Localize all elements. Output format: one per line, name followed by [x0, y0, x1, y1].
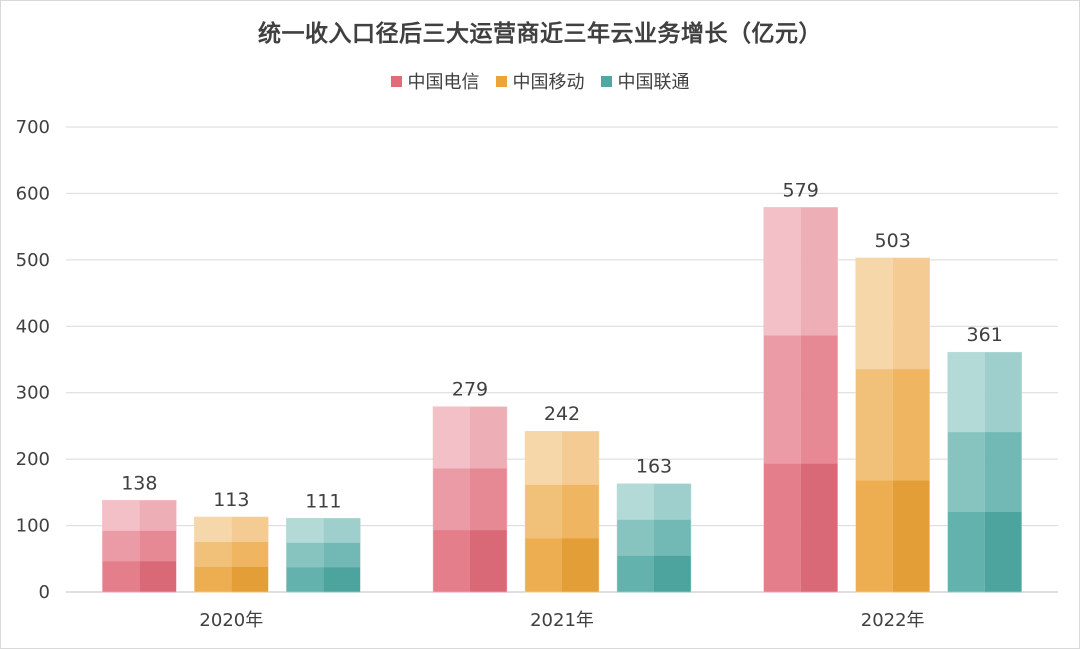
bar	[855, 257, 930, 593]
data-label: 579	[783, 179, 819, 201]
bar-segment	[323, 567, 361, 593]
legend-swatch-unicom	[600, 75, 612, 87]
legend-label-telecom: 中国电信	[407, 72, 480, 93]
bar-segment	[102, 530, 140, 562]
bar-segment	[433, 406, 470, 469]
bar-segment	[286, 542, 324, 568]
bar	[432, 406, 508, 593]
bar-segment	[139, 530, 177, 562]
x-tick-label: 2020年	[199, 610, 263, 631]
bar-segment	[433, 468, 470, 531]
bar-segment	[763, 463, 801, 593]
bar	[286, 518, 361, 593]
bar-segment	[525, 484, 562, 539]
bar-segment	[984, 512, 1022, 593]
legend-item-unicom: 中国联通	[600, 68, 690, 94]
y-tick-label: 100	[16, 516, 50, 537]
bar-segment	[800, 463, 838, 593]
legend-swatch-telecom	[390, 75, 402, 87]
legend-swatch-mobile	[495, 75, 507, 87]
bar-segment	[855, 480, 893, 593]
bar-segment	[800, 207, 838, 337]
bar-segment	[947, 512, 985, 593]
bar-segment	[654, 555, 691, 593]
data-label: 163	[636, 456, 672, 478]
bar	[524, 430, 600, 593]
bar-segment	[525, 538, 562, 593]
data-label: 111	[305, 490, 341, 512]
bar-segment	[139, 500, 177, 532]
y-tick-label: 700	[16, 117, 50, 138]
x-tick-label: 2022年	[861, 610, 925, 631]
bar-segment	[617, 555, 654, 593]
bar-segment	[323, 542, 361, 568]
chart-title: 统一收入口径后三大运营商近三年云业务增长（亿元）	[258, 21, 822, 47]
legend-item-mobile: 中国移动	[495, 68, 585, 94]
bar-segment	[763, 207, 801, 337]
bar-segment	[433, 530, 470, 593]
bar	[194, 516, 269, 593]
bar-segment	[323, 518, 361, 544]
bar-segment	[562, 538, 599, 593]
x-tick-label: 2021年	[530, 610, 594, 631]
bar-segment	[525, 431, 562, 486]
bar-segment	[286, 518, 324, 544]
y-tick-label: 600	[16, 183, 50, 204]
bar-segment	[654, 519, 691, 557]
bar-segment	[470, 468, 507, 531]
bar-segment	[947, 432, 985, 513]
bar-segment	[654, 483, 691, 521]
legend-label-mobile: 中国移动	[512, 72, 585, 93]
bar-segment	[617, 519, 654, 557]
bar-segment	[855, 257, 893, 370]
bar-segment	[617, 483, 654, 521]
bar-segment	[984, 352, 1022, 433]
bar-segment	[102, 500, 140, 532]
bar-segment	[800, 335, 838, 465]
bar-segment	[286, 567, 324, 593]
y-tick-label: 400	[16, 316, 50, 337]
bar-segment	[763, 335, 801, 465]
data-label: 503	[875, 230, 911, 252]
y-tick-label: 500	[16, 250, 50, 271]
bar-segment	[194, 541, 232, 568]
y-tick-label: 300	[16, 383, 50, 404]
bar-segment	[855, 369, 893, 482]
data-label: 113	[213, 489, 249, 511]
bar-segment	[139, 561, 177, 593]
bar-segment	[231, 541, 269, 568]
bar-segment	[231, 566, 269, 593]
bar	[616, 483, 692, 593]
data-label: 242	[544, 403, 580, 425]
bar	[102, 500, 177, 593]
bar-segment	[892, 257, 930, 370]
bar-segment	[102, 561, 140, 593]
legend: 中国电信 中国移动 中国联通	[0, 68, 1080, 94]
data-label: 138	[121, 472, 157, 494]
y-tick-label: 0	[39, 582, 50, 603]
bar-segment	[892, 369, 930, 482]
bar-segment	[947, 352, 985, 433]
bar	[947, 351, 1022, 593]
data-label: 279	[452, 379, 488, 401]
legend-item-telecom: 中国电信	[390, 68, 480, 94]
bar-segment	[194, 566, 232, 593]
bar-segment	[984, 432, 1022, 513]
bar-segment	[562, 484, 599, 539]
bar	[763, 207, 838, 593]
bar-segment	[892, 480, 930, 593]
data-label: 361	[967, 324, 1003, 346]
bar-segment	[470, 406, 507, 469]
bar-segment	[562, 431, 599, 486]
legend-label-unicom: 中国联通	[617, 72, 690, 93]
y-tick-label: 200	[16, 449, 50, 470]
bar-segment	[470, 530, 507, 593]
bar-segment	[231, 516, 269, 543]
bar-segment	[194, 516, 232, 543]
